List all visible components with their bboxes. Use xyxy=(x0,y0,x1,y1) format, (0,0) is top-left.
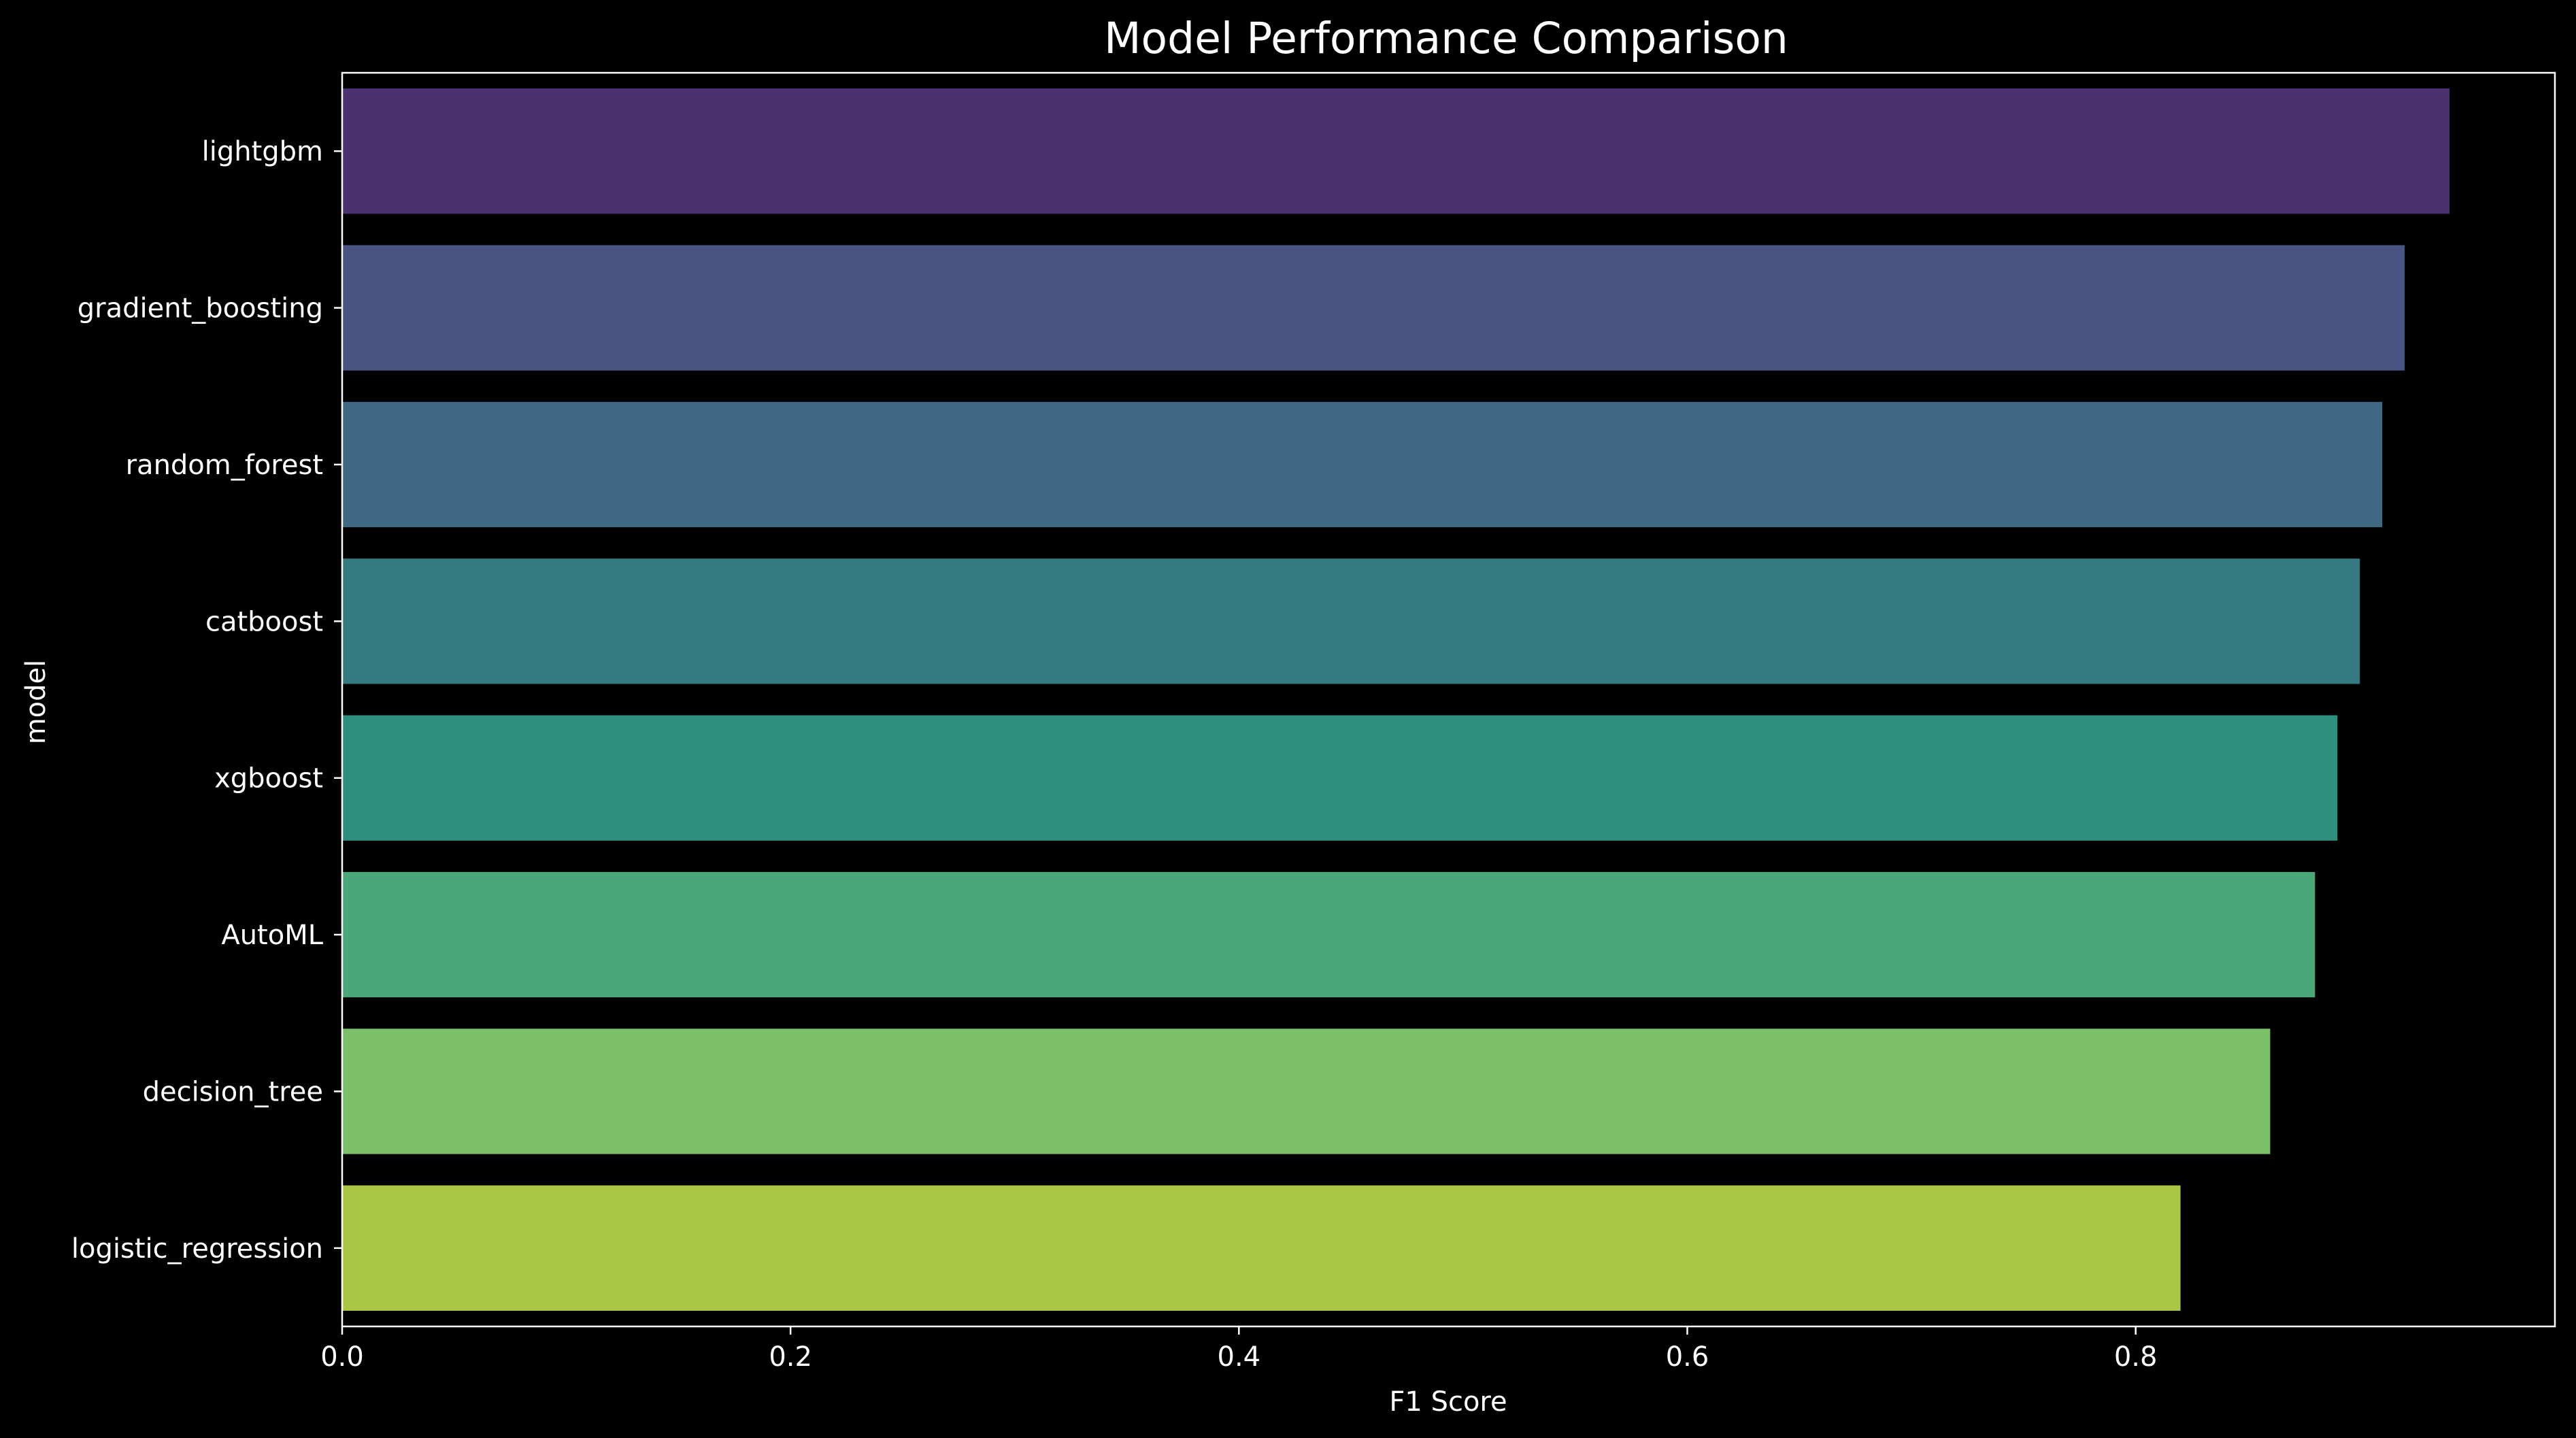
x-tick-label: 0.4 xyxy=(1218,1341,1261,1373)
x-tick-label: 0.6 xyxy=(1666,1341,1709,1373)
bar-gradient_boosting xyxy=(342,245,2405,371)
bar-random_forest xyxy=(342,401,2383,528)
plot-frame xyxy=(341,71,2556,1328)
y-tick-label: xgboost xyxy=(214,763,323,795)
x-tick-label: 0.2 xyxy=(769,1341,812,1373)
bar-xgboost xyxy=(342,715,2338,841)
y-axis-label: model xyxy=(20,660,52,745)
x-tick-label: 0.0 xyxy=(320,1341,364,1373)
y-tick-label: decision_tree xyxy=(143,1076,323,1107)
bar-lightgbm xyxy=(342,88,2450,214)
x-axis-label: F1 Score xyxy=(1389,1386,1507,1418)
bar-AutoML xyxy=(342,871,2315,998)
y-tick-label: gradient_boosting xyxy=(78,293,323,324)
y-tick-label: logistic_regression xyxy=(71,1233,323,1265)
bar-logistic_regression xyxy=(342,1185,2181,1311)
x-axis-ticks: 0.0 0.2 0.4 0.6 0.8 xyxy=(320,1326,2157,1373)
y-tick-label: lightgbm xyxy=(202,136,323,167)
bar-catboost xyxy=(342,558,2360,684)
y-tick-label: AutoML xyxy=(221,920,323,951)
bar-group xyxy=(342,88,2450,1311)
x-tick-label: 0.8 xyxy=(2114,1341,2158,1373)
y-tick-label: random_forest xyxy=(126,450,323,481)
y-axis-ticks: lightgbm gradient_boosting random_forestca… xyxy=(71,136,342,1265)
chart-title: Model Performance Comparison xyxy=(1104,14,1788,63)
bar-decision_tree xyxy=(342,1029,2271,1154)
y-tick-label: catboost xyxy=(205,606,323,637)
